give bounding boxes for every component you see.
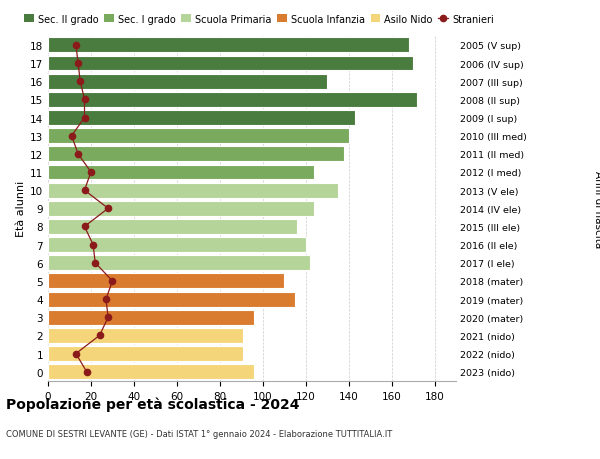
Y-axis label: Anni di nascita: Anni di nascita [593, 170, 600, 247]
Bar [48, 256, 310, 271]
Text: Popolazione per età scolastica - 2024: Popolazione per età scolastica - 2024 [6, 397, 299, 412]
Bar [48, 74, 327, 90]
Bar [48, 39, 409, 53]
Bar [48, 147, 344, 162]
Bar [48, 238, 305, 252]
Bar [48, 56, 413, 71]
Bar [48, 129, 349, 144]
Bar [48, 93, 418, 107]
Bar [48, 328, 244, 343]
Legend: Sec. II grado, Sec. I grado, Scuola Primaria, Scuola Infanzia, Asilo Nido, Stran: Sec. II grado, Sec. I grado, Scuola Prim… [20, 11, 498, 28]
Text: COMUNE DI SESTRI LEVANTE (GE) - Dati ISTAT 1° gennaio 2024 - Elaborazione TUTTIT: COMUNE DI SESTRI LEVANTE (GE) - Dati IST… [6, 429, 392, 438]
Bar [48, 292, 295, 307]
Bar [48, 347, 244, 361]
Bar [48, 111, 355, 126]
Bar [48, 219, 297, 235]
Bar [48, 165, 314, 180]
Bar [48, 202, 314, 216]
Bar [48, 274, 284, 289]
Bar [48, 310, 254, 325]
Bar [48, 364, 254, 379]
Y-axis label: Età alunni: Età alunni [16, 181, 26, 237]
Bar [48, 183, 338, 198]
